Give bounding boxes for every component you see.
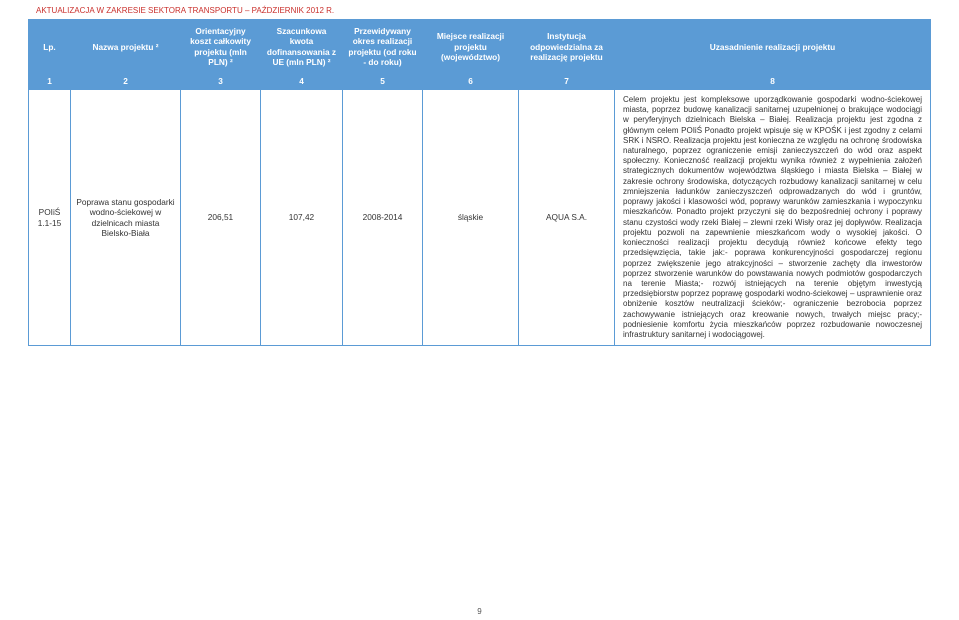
idx-8: 8: [615, 74, 931, 89]
cell-lp: POIiŚ 1.1-15: [29, 89, 71, 346]
projects-table: Lp. Nazwa projektu ² Orientacyjny koszt …: [28, 19, 931, 346]
idx-4: 4: [261, 74, 343, 89]
idx-6: 6: [423, 74, 519, 89]
table-row: POIiŚ 1.1-15 Poprawa stanu gospodarki wo…: [29, 89, 931, 346]
idx-7: 7: [519, 74, 615, 89]
idx-1: 1: [29, 74, 71, 89]
idx-2: 2: [71, 74, 181, 89]
page-number: 9: [477, 607, 481, 616]
index-row: 1 2 3 4 5 6 7 8: [29, 74, 931, 89]
document-header: AKTUALIZACJA W ZAKRESIE SEKTORA TRANSPOR…: [0, 0, 959, 19]
col-region: Miejsce realizacji projektu (województwo…: [423, 20, 519, 74]
col-name: Nazwa projektu ²: [71, 20, 181, 74]
col-cost: Orientacyjny koszt całkowity projektu (m…: [181, 20, 261, 74]
cell-cost: 206,51: [181, 89, 261, 346]
col-justif: Uzasadnienie realizacji projektu: [615, 20, 931, 74]
idx-3: 3: [181, 74, 261, 89]
col-eu: Szacunkowa kwota dofinansowania z UE (ml…: [261, 20, 343, 74]
cell-region: śląskie: [423, 89, 519, 346]
cell-eu: 107,42: [261, 89, 343, 346]
cell-period: 2008-2014: [343, 89, 423, 346]
cell-justif: Celem projektu jest kompleksowe uporządk…: [615, 89, 931, 346]
idx-5: 5: [343, 74, 423, 89]
col-inst: Instytucja odpowiedzialna za realizację …: [519, 20, 615, 74]
col-lp: Lp.: [29, 20, 71, 74]
col-period: Przewidywany okres realizacji projektu (…: [343, 20, 423, 74]
table-header-row: Lp. Nazwa projektu ² Orientacyjny koszt …: [29, 20, 931, 74]
cell-inst: AQUA S.A.: [519, 89, 615, 346]
cell-name: Poprawa stanu gospodarki wodno-ściekowej…: [71, 89, 181, 346]
